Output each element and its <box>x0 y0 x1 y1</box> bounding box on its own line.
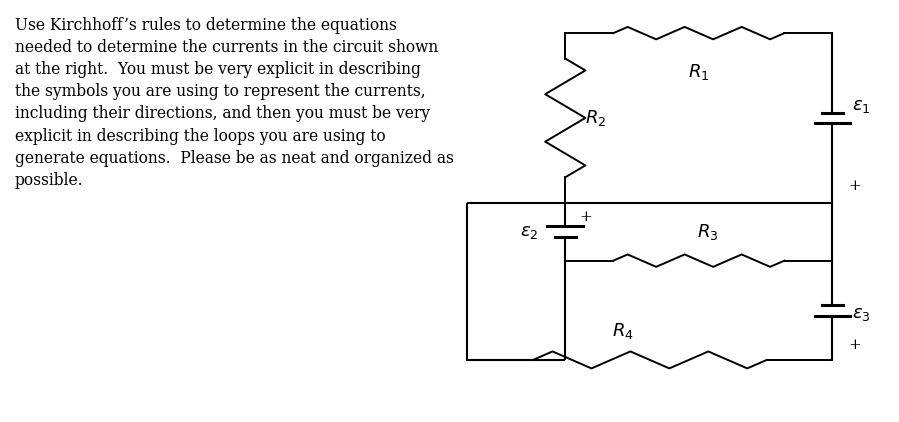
Text: $R_3$: $R_3$ <box>697 222 718 242</box>
Text: $R_2$: $R_2$ <box>585 108 606 128</box>
Text: +: + <box>849 338 861 352</box>
Text: $\varepsilon_1$: $\varepsilon_1$ <box>852 97 871 114</box>
Text: $\varepsilon_3$: $\varepsilon_3$ <box>852 306 871 323</box>
Text: $R_1$: $R_1$ <box>689 62 709 82</box>
Text: +: + <box>580 210 592 224</box>
Text: $\varepsilon_2$: $\varepsilon_2$ <box>521 223 539 241</box>
Text: Use Kirchhoff’s rules to determine the equations
needed to determine the current: Use Kirchhoff’s rules to determine the e… <box>15 16 454 189</box>
Text: $R_4$: $R_4$ <box>612 321 634 341</box>
Text: +: + <box>849 179 861 193</box>
